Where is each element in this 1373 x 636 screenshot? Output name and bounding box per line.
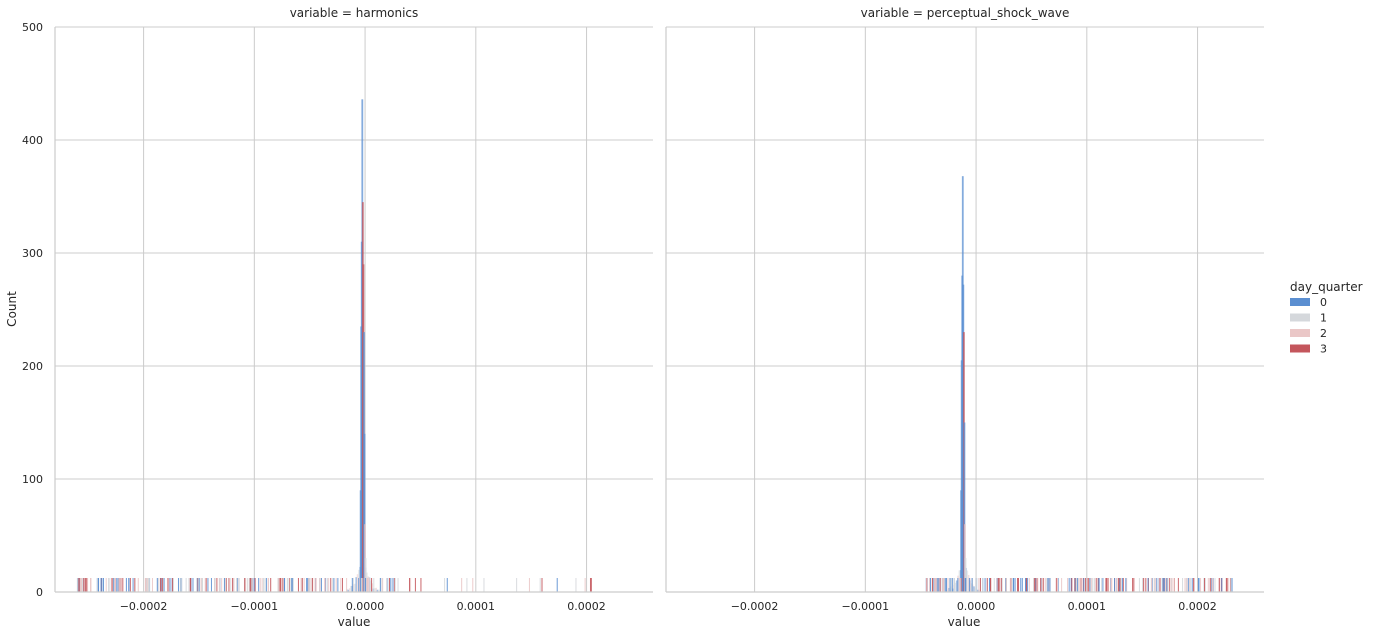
y-tick-label: 0 xyxy=(36,586,43,599)
histogram-bar xyxy=(966,570,969,592)
histogram-bar xyxy=(367,576,369,592)
x-tick-label: −0.0001 xyxy=(230,600,278,613)
histogram-bar xyxy=(963,422,966,592)
x-tick-label: 0.0000 xyxy=(346,600,385,613)
y-tick-label: 300 xyxy=(22,247,43,260)
facet-title: variable = harmonics xyxy=(290,6,419,20)
facet-perceptual-shock-wave: −0.0002 −0.0001 0.0000 0.0001 0.0002 variabl… xyxy=(665,6,1264,613)
histogram-bar xyxy=(370,580,372,592)
legend-item: 2 xyxy=(1290,327,1327,340)
axes: −0.0002 −0.0001 0.0000 0.0001 0.0002 xyxy=(665,27,1264,613)
histogram-bar xyxy=(364,558,367,592)
x-tick-label: 0.0001 xyxy=(457,600,496,613)
histogram-bar xyxy=(954,582,957,592)
grid-lines xyxy=(666,26,1264,593)
x-tick-label: −0.0002 xyxy=(120,600,168,613)
histogram-bar xyxy=(350,585,352,592)
x-tick-label: 0.0000 xyxy=(957,600,996,613)
legend-swatch xyxy=(1290,313,1310,322)
histogram-bar xyxy=(356,574,359,592)
histogram-bar xyxy=(368,577,371,592)
histogram-bar xyxy=(973,586,975,592)
x-tick-label: −0.0001 xyxy=(841,600,889,613)
x-axis-label: value xyxy=(948,615,981,629)
x-tick-label: 0.0001 xyxy=(1068,600,1107,613)
facet-title: variable = perceptual_shock_wave xyxy=(861,6,1070,20)
histogram-bar xyxy=(354,583,356,592)
legend-label: 1 xyxy=(1320,312,1327,325)
legend-item: 3 xyxy=(1290,343,1327,356)
x-axis-label: value xyxy=(338,615,371,629)
x-tick-label: 0.0002 xyxy=(567,600,606,613)
histogram-bar xyxy=(355,577,358,592)
legend-item: 0 xyxy=(1290,296,1327,309)
legend-label: 3 xyxy=(1320,343,1327,356)
rug-ticks xyxy=(76,578,592,592)
legend-label: 2 xyxy=(1320,327,1327,340)
axes: 0 100 200 300 400 500 −0.0002 −0.0001 0.0000 0.00… xyxy=(22,21,653,613)
legend: day_quarter 0 1 2 3 xyxy=(1290,280,1363,356)
legend-label: 0 xyxy=(1320,296,1327,309)
histogram-bar xyxy=(946,589,949,592)
histogram-bar xyxy=(374,588,376,592)
legend-swatch xyxy=(1290,298,1310,306)
histogram-bar xyxy=(970,583,973,592)
histogram-bar xyxy=(967,574,970,592)
histogram-bar xyxy=(378,589,380,592)
y-tick-label: 400 xyxy=(22,134,43,147)
histogram-bar xyxy=(363,433,366,592)
histogram-bar xyxy=(347,589,350,592)
histogram-bar xyxy=(964,558,967,592)
histogram-bars xyxy=(946,176,981,592)
y-tick-label: 200 xyxy=(22,360,43,373)
histogram-bar xyxy=(348,588,351,592)
x-tick-label: 0.0002 xyxy=(1178,600,1217,613)
legend-title: day_quarter xyxy=(1290,280,1363,294)
grid-lines xyxy=(55,26,653,593)
y-tick-label: 500 xyxy=(22,21,43,34)
rug-ticks xyxy=(925,578,1233,592)
histogram-bar xyxy=(371,583,373,592)
histogram-bar xyxy=(977,589,979,592)
legend-swatch xyxy=(1290,344,1310,353)
facet-harmonics: 0 100 200 300 400 500 −0.0002 −0.0001 0.0000 0.00… xyxy=(22,6,653,613)
y-tick-label: 100 xyxy=(22,473,43,486)
y-axis-label: Count xyxy=(5,291,19,327)
histogram-bar xyxy=(955,580,958,592)
legend-item: 1 xyxy=(1290,312,1327,325)
histogram-bars xyxy=(346,99,380,592)
x-tick-label: −0.0002 xyxy=(731,600,779,613)
legend-swatch xyxy=(1290,329,1310,337)
histogram-bar xyxy=(947,587,950,592)
histogram-bar xyxy=(375,587,377,592)
histogram-bar xyxy=(376,589,379,592)
